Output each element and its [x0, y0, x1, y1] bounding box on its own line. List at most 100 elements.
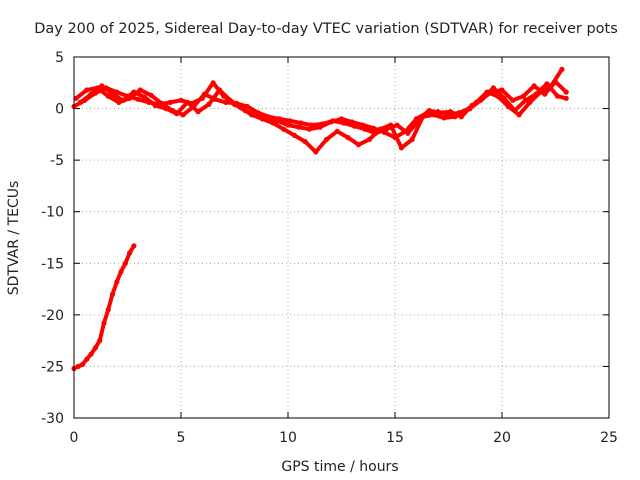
data-point	[92, 345, 98, 351]
data-point	[116, 99, 122, 105]
data-point	[398, 145, 404, 151]
data-point	[287, 118, 293, 124]
data-point	[490, 85, 496, 91]
data-point	[522, 97, 529, 103]
data-point	[458, 114, 464, 120]
data-point	[223, 99, 229, 105]
data-point	[75, 363, 81, 369]
data-point	[255, 110, 261, 116]
data-point	[555, 93, 561, 99]
data-point	[266, 114, 272, 120]
data-point	[122, 260, 128, 266]
data-point	[351, 123, 357, 129]
data-point	[88, 351, 94, 357]
y-tick-label: -5	[50, 153, 64, 169]
data-point	[362, 126, 368, 132]
series-line-3	[78, 67, 564, 154]
data-point	[563, 95, 569, 101]
data-point	[244, 103, 250, 110]
data-point	[531, 83, 537, 89]
data-point	[345, 134, 351, 141]
data-point	[94, 85, 101, 91]
x-tick-label: 15	[386, 430, 404, 446]
data-point	[84, 87, 90, 93]
data-point	[323, 136, 330, 143]
data-point	[216, 87, 223, 93]
x-tick-label: 10	[279, 430, 297, 446]
data-point	[480, 95, 486, 101]
data-point	[313, 149, 319, 155]
x-tick-label: 5	[177, 430, 186, 446]
data-point	[88, 91, 94, 97]
data-point	[105, 307, 111, 313]
data-point	[195, 109, 201, 115]
data-point	[281, 126, 287, 132]
data-point	[80, 361, 86, 367]
data-point	[520, 93, 527, 99]
data-point	[276, 116, 282, 122]
data-point	[114, 89, 120, 95]
data-point	[356, 142, 362, 148]
data-point	[383, 126, 389, 132]
data-point	[334, 128, 340, 134]
data-point	[298, 120, 304, 126]
data-point	[330, 118, 336, 124]
chart-title: Day 200 of 2025, Sidereal Day-to-day VTE…	[34, 21, 618, 37]
data-point	[73, 95, 79, 101]
data-point	[501, 95, 507, 101]
data-point	[373, 130, 379, 136]
x-axis-label: GPS time / hours	[281, 459, 398, 475]
data-point	[516, 112, 522, 118]
data-point	[101, 320, 107, 326]
data-point	[159, 100, 165, 106]
data-point	[169, 108, 175, 114]
data-point	[152, 102, 158, 109]
y-tick-label: 5	[55, 50, 64, 66]
data-point	[544, 81, 550, 87]
data-point	[97, 338, 103, 344]
data-point	[212, 96, 218, 102]
data-point	[99, 83, 105, 89]
data-point	[426, 108, 432, 114]
data-point	[415, 118, 422, 124]
data-point	[469, 102, 475, 109]
data-point	[527, 99, 533, 105]
data-point	[306, 126, 312, 132]
y-tick-label: -30	[41, 411, 64, 427]
data-point	[178, 97, 184, 103]
data-point	[180, 112, 186, 118]
data-point	[142, 94, 148, 100]
data-point	[118, 268, 124, 275]
y-axis-label: SDTVAR / TECUs	[6, 181, 22, 296]
data-point	[114, 279, 120, 285]
data-point	[448, 109, 454, 115]
y-tick-label: -10	[41, 205, 64, 221]
data-point	[84, 356, 90, 362]
data-point	[542, 91, 548, 97]
y-tick-label: 0	[55, 102, 64, 118]
data-point	[302, 139, 308, 145]
data-series	[71, 66, 569, 372]
data-point	[510, 97, 516, 103]
data-point	[341, 120, 347, 126]
data-point	[512, 108, 518, 114]
data-point	[296, 124, 302, 130]
data-point	[109, 91, 116, 97]
data-point	[338, 116, 345, 122]
data-point	[127, 250, 133, 256]
data-point	[563, 89, 569, 95]
x-tick-label: 25	[600, 430, 618, 446]
data-point	[137, 87, 143, 93]
data-point	[148, 92, 154, 98]
data-point	[437, 110, 443, 116]
data-point	[409, 136, 415, 143]
data-point	[249, 112, 255, 118]
data-point	[259, 116, 265, 122]
x-tick-label: 0	[70, 430, 79, 446]
data-point	[77, 99, 83, 105]
data-point	[319, 121, 325, 127]
y-tick-label: -25	[41, 359, 64, 375]
data-point	[285, 122, 291, 128]
data-point	[499, 87, 505, 93]
